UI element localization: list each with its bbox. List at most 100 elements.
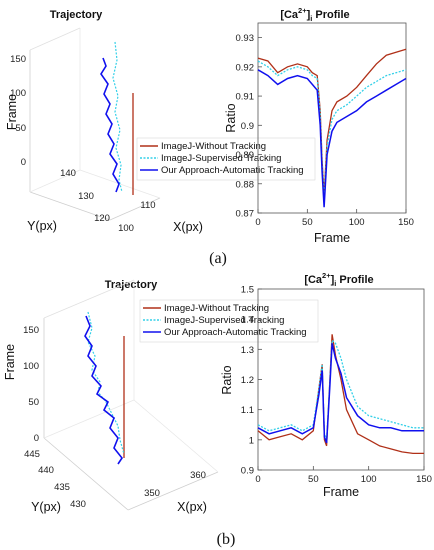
b-profile-series-automatic <box>257 343 424 444</box>
b-traj-ytick: 445 <box>24 449 40 460</box>
a-profile-xtick-label: 100 <box>349 217 365 228</box>
b-traj-zlabel: Frame <box>3 344 17 380</box>
b-traj-axis-x <box>127 471 219 511</box>
a-traj-box-edge <box>29 169 81 193</box>
legend-a: ImageJ-Without Tracking ImageJ-Supervise… <box>136 137 316 181</box>
legend-a-label-supervised: ImageJ-Supervised Tracking <box>161 153 281 164</box>
b-traj-xtick: 350 <box>144 488 160 499</box>
b-profile-ticks: 1.5 1.4 1.3 1.2 1.1 1 0.90 50 100 150 <box>241 285 432 486</box>
b-profile-series-supervised <box>257 338 424 441</box>
legend-b-label-supervised: ImageJ-Supervised Tracking <box>164 315 284 326</box>
a-profile-ytick-label: 0.9 <box>241 121 254 132</box>
a-traj-series-automatic <box>100 57 120 193</box>
b-profile-xtick-label: 0 <box>255 474 260 485</box>
a-traj-ztick: 0 <box>21 157 26 168</box>
b-traj-xlabel: X(px) <box>177 500 207 514</box>
panel-label-a: (a) <box>209 250 227 267</box>
b-profile-ytick-label: 1.3 <box>241 345 254 356</box>
b-profile-ytick-label: 1 <box>249 435 254 446</box>
b-traj-box-edge <box>43 279 135 319</box>
b-trajectory-chart: Trajectory 150 100 50 0 Frame 445 440 43… <box>3 279 319 514</box>
a-profile-ytick-label: 0.89 <box>236 150 255 161</box>
b-profile-xlabel: Frame <box>323 485 359 499</box>
a-profile-frame <box>257 22 407 214</box>
a-traj-axis-y <box>29 191 111 221</box>
a-traj-ztick: 100 <box>10 88 26 99</box>
b-profile-ytick-label: 1.1 <box>241 405 254 416</box>
b-trajectory-title: Trajectory <box>105 279 158 291</box>
a-profile-xlabel: Frame <box>314 231 350 245</box>
a-profile-xtick-label: 50 <box>302 217 313 228</box>
a-profile-ytick-label: 0.88 <box>236 179 255 190</box>
a-profile-xtick-label: 150 <box>398 217 414 228</box>
b-traj-series-automatic <box>84 315 123 465</box>
legend-a-label-automatic: Our Approach-Automatic Tracking <box>161 165 304 176</box>
a-profile-ticks: 0.93 0.92 0.91 0.9 0.89 0.88 0.870 50 100 150 <box>236 33 414 228</box>
a-profile-series-automatic <box>257 69 407 208</box>
b-traj-box-edge <box>133 399 219 473</box>
a-profile-title-main: [Ca <box>280 9 299 21</box>
b-traj-box-edge <box>43 399 135 439</box>
b-profile-ytick-label: 1.2 <box>241 375 254 386</box>
b-profile-ytick-label: 1.5 <box>241 285 254 296</box>
b-traj-ztick: 150 <box>23 325 39 336</box>
a-traj-axis-x <box>109 197 161 221</box>
b-profile-title-main: [Ca <box>304 274 323 286</box>
a-traj-box-edge <box>79 169 161 199</box>
b-profile-ytick-label: 0.9 <box>241 466 254 477</box>
a-traj-ytick: 120 <box>94 213 110 224</box>
b-traj-ylabel: Y(px) <box>31 500 61 514</box>
b-profile-series-without <box>257 334 424 455</box>
a-traj-xtick: 100 <box>118 223 134 234</box>
panel-label-b: (b) <box>217 531 236 548</box>
legend-a-box <box>136 137 316 181</box>
legend-b-label-without: ImageJ-Without Tracking <box>164 303 269 314</box>
a-profile-ytick-label: 0.93 <box>236 33 255 44</box>
legend-b: ImageJ-Without Tracking ImageJ-Supervise… <box>139 299 319 343</box>
b-profile-chart: [Ca2+]i Profile 1.5 1.4 1.3 1.2 1.1 1 0.90 50 10… <box>220 271 432 499</box>
b-profile-ylabel: Ratio <box>220 365 234 394</box>
a-traj-ytick: 130 <box>78 191 94 202</box>
a-profile-series <box>257 48 407 208</box>
a-profile-title-sub: i <box>310 14 312 23</box>
a-traj-ytick: 140 <box>60 168 76 179</box>
a-profile-ytick-label: 0.91 <box>236 92 255 103</box>
legend-b-label-automatic: Our Approach-Automatic Tracking <box>164 327 307 338</box>
b-profile-title-rest: Profile <box>336 274 373 286</box>
a-traj-series-supervised <box>112 41 123 193</box>
a-traj-ztick: 50 <box>15 123 26 134</box>
b-traj-ztick: 0 <box>34 433 39 444</box>
a-trajectory-chart: Trajectory 150 100 50 0 Frame 140 130 12… <box>5 9 316 234</box>
b-traj-ztick: 100 <box>23 361 39 372</box>
a-profile-xtick-label: 0 <box>255 217 260 228</box>
legend-a-label-without: ImageJ-Without Tracking <box>161 141 266 152</box>
b-profile-title-close: ] <box>331 274 335 286</box>
b-traj-ytick: 440 <box>38 465 54 476</box>
b-profile-xtick-label: 100 <box>361 474 377 485</box>
a-traj-ztick: 150 <box>10 54 26 65</box>
b-traj-ytick: 435 <box>54 482 70 493</box>
b-profile-title-sup: 2+ <box>322 271 331 280</box>
b-profile-title-sub: i <box>334 279 336 288</box>
a-trajectory-title: Trajectory <box>50 9 103 21</box>
a-traj-xlabel: X(px) <box>173 220 203 234</box>
b-traj-ztick: 50 <box>28 397 39 408</box>
b-profile-xtick-label: 150 <box>416 474 432 485</box>
a-profile-ytick-label: 0.87 <box>236 209 255 220</box>
b-traj-axis-y <box>43 437 129 511</box>
a-profile-title: [Ca2+]i Profile <box>280 6 349 23</box>
a-profile-title-close: ] <box>307 9 311 21</box>
a-profile-title-rest: Profile <box>312 9 349 21</box>
a-profile-ylabel: Ratio <box>224 103 238 132</box>
b-traj-series-supervised <box>87 311 125 455</box>
b-profile-title: [Ca2+]i Profile <box>304 271 373 288</box>
a-profile-title-sup: 2+ <box>298 6 307 15</box>
a-profile-chart: [Ca2+]i Profile 0.930.920.910.90.890.880… <box>224 6 414 245</box>
b-traj-ytick: 430 <box>70 499 86 510</box>
b-traj-xtick: 360 <box>190 470 206 481</box>
a-traj-box-edge <box>29 27 81 51</box>
legend-b-box <box>139 299 319 343</box>
b-profile-ytick-label: 1.4 <box>241 315 254 326</box>
b-profile-series <box>257 334 424 455</box>
